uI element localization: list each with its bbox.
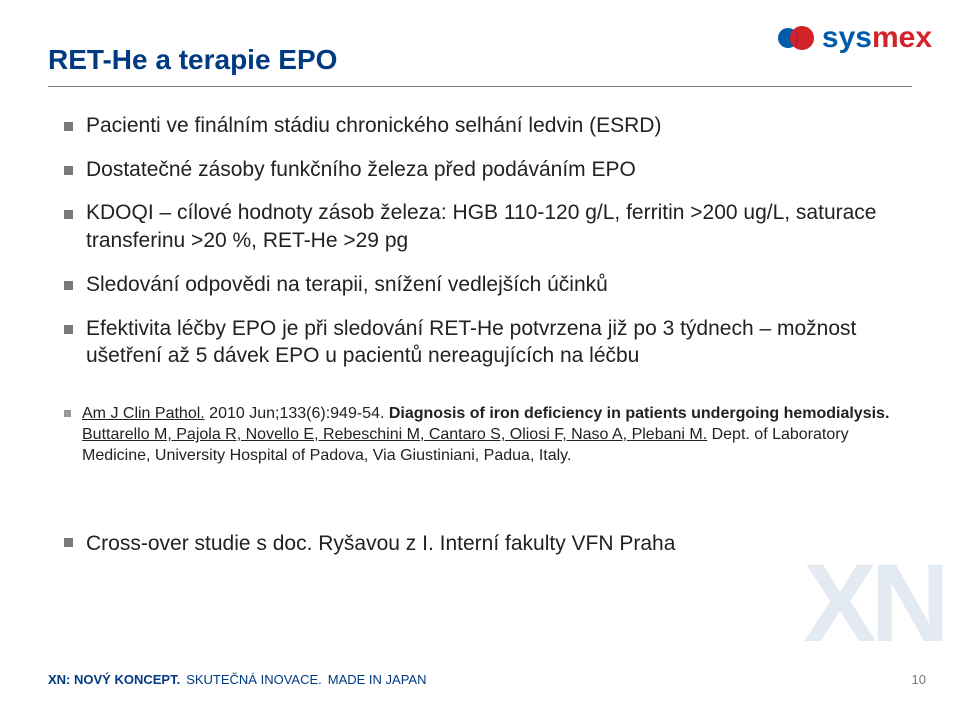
list-item: Dostatečné zásoby funkčního železa před … — [64, 156, 906, 184]
list-item: Sledování odpovědi na terapii, snížení v… — [64, 271, 906, 299]
list-item: Pacienti ve finálním stádiu chronického … — [64, 112, 906, 140]
page-number: 10 — [912, 672, 926, 687]
title-rule — [48, 86, 912, 87]
ref-journal: Am J Clin Pathol. — [82, 405, 205, 422]
logo-text: sysmex — [822, 21, 932, 55]
slide: sysmex RET-He a terapie EPO Pacienti ve … — [0, 0, 960, 707]
footer: XN: NOVÝ KONCEPT. SKUTEČNÁ INOVACE. MADE… — [48, 672, 426, 687]
footer-line2: SKUTEČNÁ INOVACE. — [186, 672, 322, 687]
logo-mex: mex — [872, 21, 932, 55]
logo-icon — [776, 18, 816, 58]
ref-title: Diagnosis of iron deficiency in patients… — [389, 405, 890, 422]
page-title: RET-He a terapie EPO — [48, 44, 337, 76]
list-item: Am J Clin Pathol. 2010 Jun;133(6):949-54… — [64, 403, 906, 466]
footer-brand: XN: NOVÝ KONCEPT. — [48, 672, 180, 687]
reference-bullets: Am J Clin Pathol. 2010 Jun;133(6):949-54… — [64, 403, 906, 498]
footer-line3: MADE IN JAPAN — [328, 672, 427, 687]
brand-logo: sysmex — [776, 18, 932, 58]
closing-bullets: Cross-over studie s doc. Ryšavou z I. In… — [64, 530, 906, 558]
logo-sys: sys — [822, 21, 872, 55]
ref-authors: Buttarello M, Pajola R, Novello E, Rebes… — [82, 426, 707, 443]
ref-date: 2010 Jun;133(6):949-54. — [205, 405, 389, 422]
list-item: Efektivita léčby EPO je při sledování RE… — [64, 315, 906, 370]
list-item: KDOQI – cílové hodnoty zásob železa: HGB… — [64, 199, 906, 254]
list-item: Cross-over studie s doc. Ryšavou z I. In… — [64, 530, 906, 558]
watermark: XN — [803, 540, 944, 667]
main-bullets: Pacienti ve finálním stádiu chronického … — [64, 112, 906, 386]
